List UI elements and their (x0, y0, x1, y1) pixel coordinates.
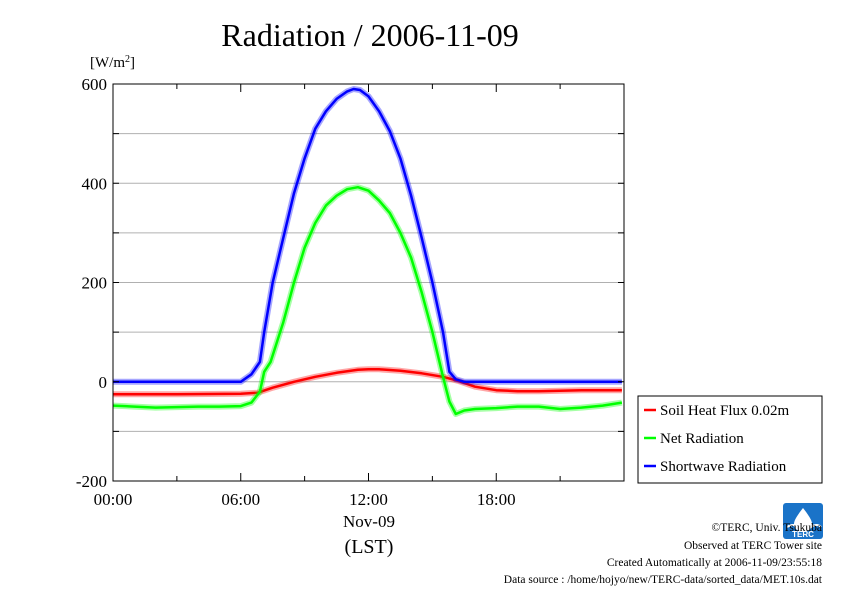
y-tick-label: -200 (76, 472, 107, 491)
terc-logo-wave-icon (786, 524, 822, 530)
series-line (112, 185, 623, 416)
y-tick-label: 400 (82, 174, 108, 193)
legend-box (637, 395, 823, 484)
legend-label: Soil Heat Flux 0.02m (660, 403, 790, 419)
y-tick-label: 200 (82, 274, 108, 293)
legend-label: Net Radiation (660, 431, 744, 447)
series-line-halo (113, 86, 622, 385)
y-axis-unit-main: [W/m (90, 55, 125, 71)
terc-logo-text: TERC (792, 530, 814, 539)
y-axis: -200 0 200 400 600 (76, 75, 624, 491)
legend-label: Shortwave Radiation (660, 459, 787, 475)
legend: Soil Heat Flux 0.02m Net Radiation Shortwa… (637, 395, 823, 484)
legend-items: Soil Heat Flux 0.02m Net Radiation Shortwa… (644, 403, 790, 475)
series-line (113, 368, 622, 396)
terc-logo: TERC (783, 503, 823, 539)
x-axis-date-label: Nov-09 (343, 512, 395, 531)
grid-lines (113, 133, 624, 432)
credit-copyright: ©TERC, Univ. Tsukuba (712, 522, 822, 534)
x-axis: 00:00 06:00 12:00 18:00 (94, 84, 625, 509)
y-axis-unit-close: ] (130, 55, 135, 71)
x-tick-label: 12:00 (349, 490, 388, 509)
credit-data-source: Data source : /home/hojyo/new/TERC-data/… (504, 574, 823, 586)
credit-created: Created Automatically at 2006-11-09/23:5… (607, 557, 822, 569)
credit-observed: Observed at TERC Tower site (684, 540, 822, 552)
y-tick-label: 0 (99, 373, 108, 392)
y-axis-unit-superscript: 2 (125, 54, 130, 65)
x-tick-label: 18:00 (477, 490, 516, 509)
credits: ©TERC, Univ. Tsukuba Observed at TERC To… (504, 522, 823, 586)
x-tick-label: 00:00 (94, 490, 133, 509)
x-axis-title: (LST) (345, 536, 394, 558)
series-lines (112, 86, 623, 417)
chart-title: Radiation / 2006-11-09 (221, 17, 518, 53)
y-tick-label: 600 (82, 75, 108, 94)
x-tick-label: 06:00 (221, 490, 260, 509)
y-axis-unit: [W/m2] (90, 54, 135, 71)
series-line (113, 87, 622, 384)
